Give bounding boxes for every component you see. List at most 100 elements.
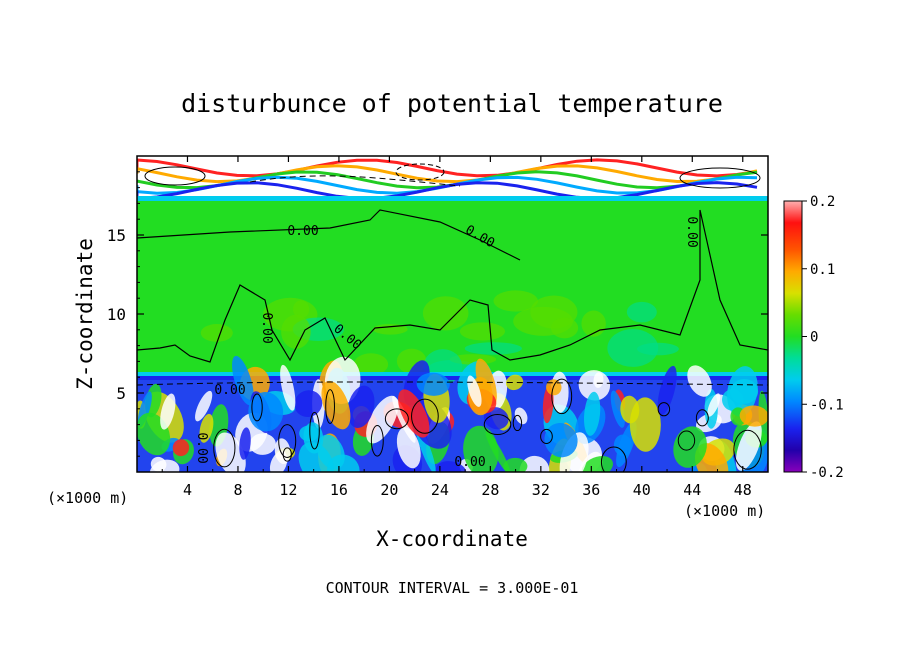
turbulence-cell: [347, 385, 375, 428]
turbulence-cell: [396, 427, 421, 469]
contour-label: 0.00: [287, 224, 318, 239]
negative-contour: [137, 381, 768, 386]
turbulence-cell: [366, 395, 399, 444]
lower-contour: [325, 389, 335, 424]
turbulence-cell: [514, 407, 528, 425]
colorbar-ticks: 0.2 0.1 0 -0.1 -0.2: [802, 194, 844, 481]
zero-contour-upper: [137, 209, 521, 261]
lower-contour: [282, 447, 292, 462]
upper-color-band: [137, 164, 758, 184]
colorbar: [783, 200, 803, 473]
lower-contour: [483, 414, 512, 436]
contour-label: 0.00: [684, 216, 699, 247]
x-tick-label: 36: [582, 481, 600, 499]
colorbar-tick-label: -0.2: [810, 465, 844, 481]
field-blotch: [200, 324, 233, 342]
lower-contour: [677, 430, 696, 451]
turbulence-cell: [239, 427, 251, 460]
turbulence-cell: [248, 391, 284, 432]
chart-title: disturbunce of potential temperature: [181, 89, 723, 118]
turbulence-cell: [299, 425, 319, 442]
field-blotch: [459, 322, 506, 341]
turbulence-cell: [467, 375, 482, 407]
lower-contour: [551, 378, 573, 415]
y-tick-label: 5: [116, 384, 126, 403]
field-blotch: [493, 290, 539, 312]
field-blotch: [626, 301, 657, 323]
turbulence-cell: [327, 454, 360, 472]
contour-label: 0.00: [454, 455, 485, 470]
turbulence-cell: [707, 393, 721, 417]
turbulence-cell: [463, 425, 499, 472]
upper-color-band: [137, 158, 758, 178]
turbulence-cell: [673, 426, 707, 468]
turbulence-cell: [620, 395, 640, 424]
x-tick-label: 24: [431, 481, 449, 499]
x-tick-label: 4: [183, 481, 192, 499]
x-axis-label: X-coordinate: [376, 527, 528, 551]
lower-contour: [657, 402, 671, 417]
lower-contour: [370, 424, 384, 457]
turbulence-cell: [687, 365, 712, 397]
lower-boundary-band: [137, 372, 768, 376]
lower-contour: [251, 393, 263, 422]
y-tick-label: 15: [107, 226, 126, 245]
upper-layer-field: [137, 156, 768, 199]
colorbar-tick-label: 0.2: [810, 194, 835, 210]
x-tick-label: 48: [734, 481, 752, 499]
lower-contour: [695, 409, 709, 427]
x-axis: 4 8 12 16 20 24 28 32 36 40 44 48: [161, 156, 752, 499]
field-blotch: [372, 323, 408, 335]
lower-contour: [213, 428, 236, 468]
colorbar-tick-label: -0.1: [810, 397, 844, 413]
turbulence-cell: [722, 389, 744, 411]
turbulence-cell: [503, 457, 528, 472]
turbulence-cell: [199, 413, 214, 443]
lower-contour: [384, 408, 409, 430]
colorbar-tick-label: 0: [810, 330, 818, 346]
field-blotch: [353, 353, 389, 376]
x-tick-label: 40: [633, 481, 651, 499]
negative-contour: [249, 175, 461, 187]
y-tick-label: 10: [107, 305, 126, 324]
x-unit-left: (×1000 m): [47, 489, 128, 507]
turbulence-cell: [160, 393, 176, 430]
turbulence-cell: [581, 455, 613, 472]
x-tick-label: 8: [233, 481, 242, 499]
lower-contour: [512, 414, 523, 432]
turbulence-cell: [280, 364, 296, 411]
lower-contour: [733, 429, 762, 470]
turbulence-cell: [739, 405, 768, 427]
upper-color-band: [137, 181, 758, 201]
upper-boundary-band: [137, 196, 768, 201]
y-axis-label: Z-coordinate: [73, 238, 97, 390]
turbulence-cell: [294, 390, 323, 418]
colorbar-tick-label: 0.1: [810, 262, 835, 278]
turbulence-cell: [483, 407, 509, 430]
plot-area: 0.00 0.00 0.000.00 0.000.000.00 0.00: [137, 156, 768, 472]
turbulence-cell: [172, 439, 190, 457]
turbulence-cell: [298, 442, 334, 472]
field-blotch: [292, 300, 310, 319]
turbulence-cell: [416, 372, 450, 396]
contour-interval-note: CONTOUR INTERVAL = 3.000E-01: [326, 579, 579, 597]
turbulence-cell: [610, 390, 625, 428]
field-blotch: [422, 296, 469, 331]
turbulence-cell: [542, 385, 554, 424]
negative-contour: [395, 163, 445, 181]
turbulence-cell: [593, 372, 604, 388]
zero-contour: [137, 209, 768, 363]
turbulence-cell: [215, 432, 246, 472]
x-tick-label: 20: [380, 481, 398, 499]
turbulence-cell: [195, 390, 213, 422]
x-tick-label: 12: [279, 481, 297, 499]
lower-contour: [540, 428, 553, 445]
positive-contour: [144, 166, 206, 186]
turbulence-cell: [435, 461, 467, 472]
turbulence-cell: [505, 374, 524, 391]
field-blotch: [464, 342, 522, 355]
y-axis: 5 10 15: [107, 171, 768, 457]
turbulence-cell: [544, 422, 578, 458]
lower-contour: [411, 398, 439, 434]
